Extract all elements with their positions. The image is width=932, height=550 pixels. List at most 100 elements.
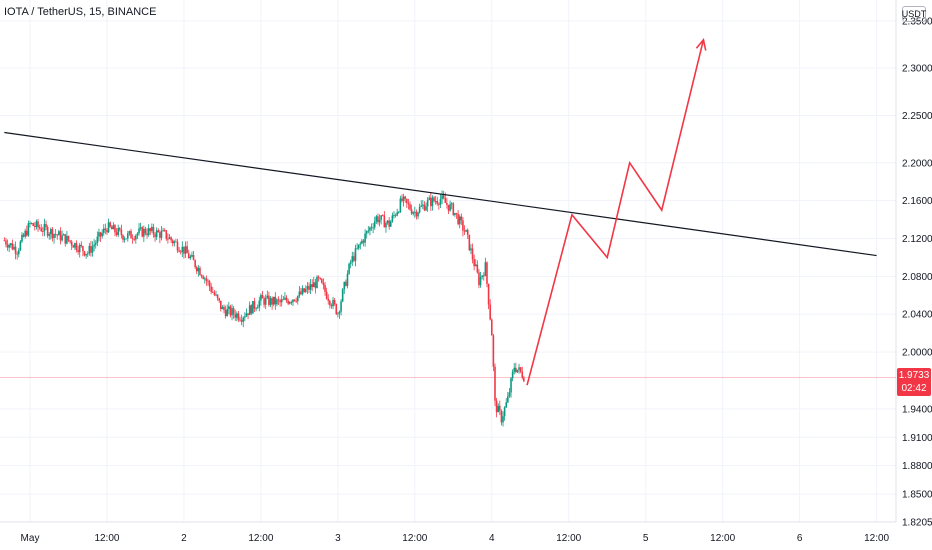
candle-body	[423, 204, 426, 211]
candle-body	[171, 240, 174, 244]
candle-body	[231, 308, 233, 316]
candle-body	[152, 226, 155, 235]
candle-body	[114, 225, 116, 233]
time-tick-label: May	[21, 533, 40, 544]
candle-body	[261, 294, 264, 299]
candle-body	[319, 277, 322, 279]
candle-body	[34, 225, 36, 227]
candle-body	[276, 299, 278, 305]
candle-body	[348, 263, 350, 274]
candle-body	[515, 367, 517, 373]
candle-body	[450, 203, 453, 205]
candle-body	[165, 230, 168, 239]
candle-body	[9, 243, 12, 245]
candle-body	[458, 216, 461, 225]
candle-body	[253, 301, 256, 309]
candle-body	[50, 229, 52, 235]
candle-body	[381, 215, 384, 217]
candle-body	[179, 251, 182, 253]
candle-body	[218, 298, 221, 301]
candle-body	[518, 367, 520, 370]
candle-body	[160, 231, 163, 238]
price-axis[interactable]: 1.8205 1.8500 1.8800 1.9100 1.9400 2.0000 2.04…	[902, 16, 932, 528]
candle-body	[56, 234, 59, 236]
candle-body	[58, 231, 60, 236]
candle-body	[292, 299, 294, 303]
candle-body	[335, 304, 338, 315]
time-tick-label: 12:00	[248, 533, 273, 544]
candle-body	[112, 225, 115, 230]
candle-body	[98, 232, 100, 237]
candle-body	[343, 281, 346, 290]
time-axis[interactable]: May 12:00 2 12:00 3 12:00 4 12:00 5 12:00 6 12:00	[21, 533, 890, 544]
candle-body	[396, 212, 398, 216]
candle-body	[329, 300, 331, 305]
candle-body	[351, 256, 354, 263]
candle-body	[478, 272, 480, 286]
candle-body	[159, 232, 161, 238]
candle-body	[324, 285, 326, 292]
candle-body	[277, 299, 280, 301]
candle-body	[203, 278, 206, 280]
candle-body	[157, 230, 160, 233]
candle-body	[183, 246, 185, 254]
candle-body	[426, 199, 429, 207]
price-tick-label: 2.2000	[902, 158, 932, 169]
candle-body	[507, 396, 509, 403]
candle-body	[8, 244, 10, 248]
candle-body	[19, 241, 22, 251]
candle-body	[280, 299, 283, 303]
candle-body	[67, 235, 70, 241]
candle-body	[210, 286, 212, 292]
candle-body	[143, 228, 145, 237]
candle-body	[511, 371, 514, 379]
time-tick-label: 12:00	[94, 533, 119, 544]
candle-body	[207, 280, 209, 282]
candle-body	[61, 235, 63, 241]
trendline-drawing[interactable]	[4, 131, 877, 257]
candle-body	[144, 228, 147, 234]
currency-badge[interactable]: USDT	[902, 6, 926, 22]
candle-body	[255, 308, 257, 310]
candle-body	[391, 215, 394, 222]
candle-body	[54, 233, 57, 235]
candle-body	[345, 281, 347, 286]
candle-body	[460, 216, 463, 221]
candle-body	[402, 196, 405, 201]
candle-body	[298, 291, 301, 296]
symbol-title: IOTA / TetherUS, 15, BINANCE	[4, 6, 157, 18]
candle-body	[322, 282, 325, 286]
price-tick-label: 1.9100	[902, 433, 932, 444]
candle-body	[434, 201, 437, 202]
candle-body	[404, 196, 406, 199]
candle-body	[107, 222, 110, 233]
candle-body	[256, 307, 259, 309]
candle-body	[226, 308, 229, 317]
candle-body	[32, 223, 35, 226]
candle-body	[438, 203, 440, 205]
candle-body	[486, 262, 488, 284]
candle-body	[389, 221, 392, 227]
price-tick-label: 2.0000	[902, 348, 932, 359]
candle-body	[296, 295, 299, 302]
candle-body	[474, 264, 477, 267]
candle-body	[46, 227, 49, 236]
candle-body	[128, 231, 131, 234]
candle-body	[271, 298, 273, 305]
projection-path-drawing[interactable]	[526, 39, 705, 386]
candle-body	[35, 221, 38, 227]
candle-body	[356, 248, 358, 250]
candle-body	[285, 297, 288, 301]
candle-body	[239, 319, 241, 321]
bar-countdown: 02:42	[901, 383, 927, 394]
candle-body	[24, 230, 26, 237]
candle-body	[123, 238, 126, 240]
candle-body	[330, 304, 333, 307]
candle-body	[414, 211, 416, 213]
candle-body	[340, 301, 342, 312]
candle-body	[266, 295, 269, 298]
candle-body	[309, 284, 312, 290]
price-tick-label: 2.3000	[902, 64, 932, 75]
candle-body	[306, 286, 309, 290]
